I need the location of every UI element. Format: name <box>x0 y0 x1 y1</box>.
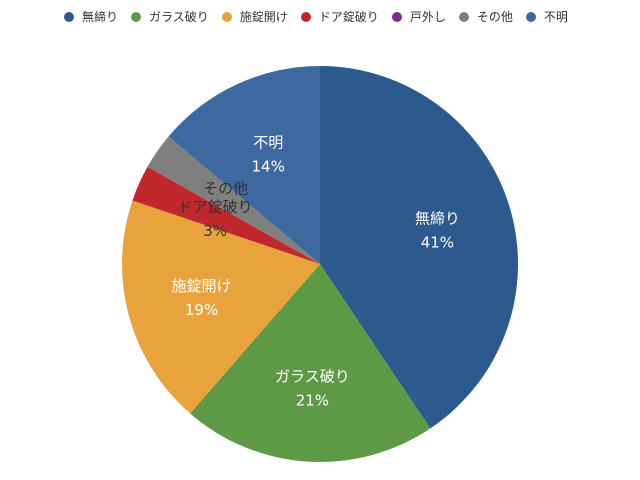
legend-item[interactable]: 施錠開け <box>221 8 288 25</box>
legend-item[interactable]: 戸外し <box>391 8 446 25</box>
slice-percent-label: 19% <box>185 301 218 319</box>
legend-item[interactable]: ドア錠破り <box>300 8 379 25</box>
legend-item[interactable]: 不明 <box>525 8 568 25</box>
legend-swatch <box>131 11 142 22</box>
legend-label: 不明 <box>543 10 568 24</box>
legend-item[interactable]: その他 <box>458 8 513 25</box>
legend-label: ドア錠破り <box>318 10 379 24</box>
legend-swatch <box>64 11 74 22</box>
slice-percent-label: 41% <box>421 233 454 251</box>
legend-item[interactable]: 無締り <box>64 8 118 25</box>
pie-slice[interactable] <box>190 264 431 462</box>
pie-slice[interactable] <box>320 65 519 429</box>
slice-name-label: 不明 <box>253 134 283 152</box>
slice-name-label: ドア錠破り <box>178 198 253 216</box>
slice-percent-label: 3% <box>203 222 227 240</box>
legend-swatch <box>458 11 469 22</box>
legend-swatch <box>221 11 232 22</box>
legend: 無締り ガラス破り 施錠開け ドア錠破り 戸外し その他 不明 <box>64 8 604 25</box>
slice-percent-label: 14% <box>252 158 285 176</box>
legend-label: 施錠開け <box>239 10 288 24</box>
slice-name-label: その他 <box>203 180 248 198</box>
pie-slice[interactable] <box>147 136 320 264</box>
pie-slice[interactable] <box>168 65 320 264</box>
slice-name-label: 無締り <box>415 209 460 227</box>
pie-slice[interactable] <box>132 166 320 264</box>
legend-label: 無締り <box>82 10 119 24</box>
legend-label: ガラス破り <box>149 10 209 24</box>
legend-item[interactable]: ガラス破り <box>131 8 209 25</box>
slice-percent-label: 21% <box>296 392 329 410</box>
pie-slice[interactable] <box>122 200 320 414</box>
legend-swatch <box>391 11 402 22</box>
legend-label: その他 <box>476 10 513 24</box>
slice-name-label: 施錠開け <box>171 277 231 295</box>
legend-swatch <box>300 11 311 22</box>
slice-name-label: ガラス破り <box>275 368 350 386</box>
legend-swatch <box>525 11 536 22</box>
legend-label: 戸外し <box>409 10 446 24</box>
